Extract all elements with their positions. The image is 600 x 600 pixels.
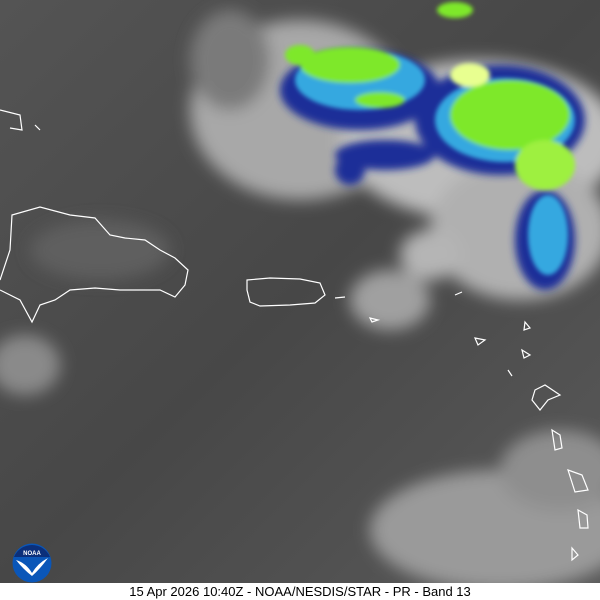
image-caption: 15 Apr 2026 10:40Z - NOAA/NESDIS/STAR - …	[0, 583, 600, 600]
coastlines	[0, 109, 589, 562]
svg-text:NOAA: NOAA	[23, 551, 41, 557]
cold-cloud-tops	[280, 2, 585, 290]
coastline-islands	[0, 109, 589, 562]
coastline-hispaniola	[0, 206, 189, 324]
satellite-image	[0, 0, 600, 583]
noaa-logo: NOAA	[12, 543, 52, 583]
coastline-puerto-rico	[246, 277, 326, 307]
